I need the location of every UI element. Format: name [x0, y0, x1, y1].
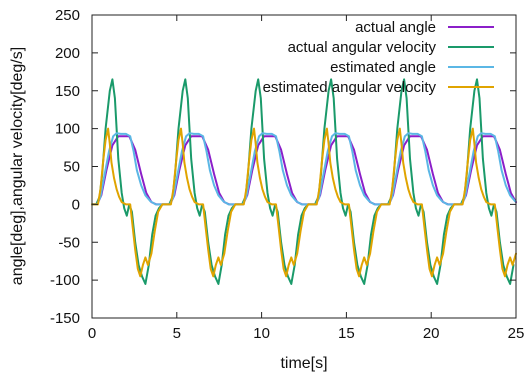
y-tick-label: 50 — [63, 159, 80, 176]
y-tick-label: 100 — [55, 121, 80, 138]
y-tick-label: 0 — [72, 196, 80, 213]
series-line-3 — [91, 127, 517, 278]
y-tick-label: 150 — [55, 83, 80, 100]
series-layer — [91, 78, 517, 285]
tick-layer: 0 5 10 15 20 25 -150 -100 -50 0 50 100 150 200 250 — [50, 7, 524, 342]
legend-label: actual angle — [355, 19, 436, 36]
x-tick-label: 25 — [508, 325, 525, 342]
y-tick-label: -100 — [50, 272, 80, 289]
x-tick-label: 10 — [253, 325, 270, 342]
x-tick-label: 5 — [173, 325, 181, 342]
x-tick-label: 15 — [338, 325, 355, 342]
y-axis-label: angle[deg],angular velocity[deg/s] — [9, 47, 26, 285]
legend-label: actual angular velocity — [288, 39, 437, 56]
legend-label: estimated angle — [330, 59, 436, 76]
x-axis-label: time[s] — [280, 355, 327, 372]
x-tick-label: 0 — [88, 325, 96, 342]
legend: actual angle actual angular velocity estim… — [263, 19, 494, 96]
legend-label: estimated angular velocity — [263, 79, 437, 96]
y-tick-label: 200 — [55, 45, 80, 62]
y-tick-label: 250 — [55, 7, 80, 24]
x-tick-label: 20 — [423, 325, 440, 342]
y-tick-label: -50 — [58, 234, 80, 251]
y-tick-label: -150 — [50, 310, 80, 327]
